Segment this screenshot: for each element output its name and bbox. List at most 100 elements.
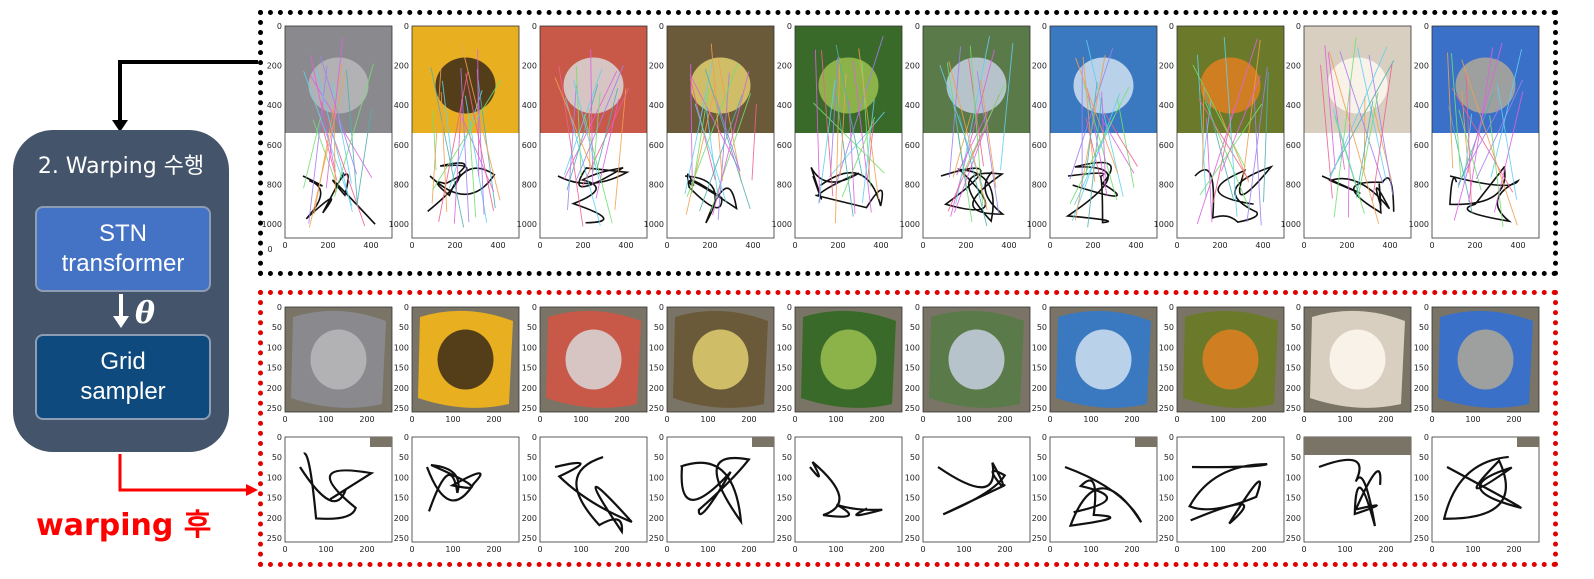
correspondence-line <box>430 67 465 228</box>
y-tick-label: 0 <box>404 303 409 312</box>
x-tick-label: 0 <box>1174 241 1179 250</box>
correspondence-line <box>852 61 872 213</box>
x-tick-label: 100 <box>828 415 843 424</box>
sketch-area <box>412 133 519 238</box>
x-tick-label: 0 <box>409 241 414 250</box>
y-tick-label: 100 <box>1032 473 1047 482</box>
y-tick-label: 0 <box>532 22 537 31</box>
plot-border <box>794 25 903 239</box>
correspondence-line <box>1496 84 1518 200</box>
warped-sketch-stroke <box>1188 462 1268 525</box>
plot-border <box>666 25 775 239</box>
y-tick-label: 600 <box>1414 141 1429 150</box>
y-tick-label: 100 <box>522 343 537 352</box>
warped-sketch-panel <box>794 436 903 543</box>
correspondence-line <box>814 49 821 203</box>
y-tick-label: 100 <box>522 473 537 482</box>
x-tick-label: 200 <box>320 241 335 250</box>
y-tick-label: 50 <box>527 453 537 462</box>
correspondence-line <box>813 102 885 174</box>
warped-sketch-stroke <box>809 461 883 518</box>
warped-sketch-panel <box>539 436 648 543</box>
sketch-stroke <box>557 166 630 224</box>
correspondence-line <box>1329 60 1395 177</box>
y-tick-label: 200 <box>267 384 282 393</box>
x-tick-label: 100 <box>318 545 333 554</box>
correspondence-line <box>310 54 336 172</box>
grid-sampler-label: Grid sampler <box>80 348 166 405</box>
correspondence-line <box>1198 98 1249 180</box>
stn-transformer-label: STN transformer <box>61 220 185 277</box>
y-tick-label: 200 <box>522 514 537 523</box>
x-tick-label: 200 <box>1251 415 1266 424</box>
sketch-stroke <box>1065 161 1118 224</box>
y-tick-label: 200 <box>1286 62 1301 71</box>
y-tick-label: 250 <box>1159 534 1174 543</box>
correspondence-line <box>980 79 997 188</box>
correspondence-line <box>575 65 624 182</box>
x-tick-label: 200 <box>830 241 845 250</box>
plot-border <box>1176 25 1285 239</box>
correspondence-line <box>1253 98 1262 226</box>
warped-subject <box>1329 329 1386 390</box>
warped-sketch-stroke <box>1064 465 1143 528</box>
correspondence-line <box>558 65 584 227</box>
warped-results-frame <box>258 290 1558 567</box>
warped-sketch-stroke <box>554 455 633 535</box>
correspondence-line <box>1197 54 1207 198</box>
y-tick-label: 100 <box>777 343 792 352</box>
y-tick-label: 200 <box>649 514 664 523</box>
x-tick-label: 200 <box>997 415 1012 424</box>
y-tick-label: 250 <box>1414 534 1429 543</box>
plot-border <box>539 25 648 239</box>
y-tick-label: 150 <box>777 494 792 503</box>
y-tick-label: 400 <box>905 101 920 110</box>
warped-subject <box>1075 329 1132 390</box>
y-tick-label: 250 <box>905 404 920 413</box>
correspondence-line <box>976 71 1000 214</box>
correspondence-line <box>1476 79 1523 180</box>
y-tick-label: 0 <box>787 433 792 442</box>
y-tick-label: 250 <box>1032 534 1047 543</box>
sketch-stroke <box>684 173 738 224</box>
plot-border <box>284 306 393 413</box>
correspondence-line <box>554 77 592 167</box>
y-tick-label: 100 <box>905 473 920 482</box>
y-tick-label: 250 <box>777 534 792 543</box>
warped-subject <box>437 329 494 390</box>
correspondence-line <box>320 101 366 227</box>
y-tick-label: 600 <box>649 141 664 150</box>
x-tick-label: 0 <box>537 545 542 554</box>
correspondence-line <box>1447 52 1454 169</box>
correspondence-line <box>614 88 627 210</box>
y-tick-label: 250 <box>394 404 409 413</box>
warped-sketch-stroke <box>937 462 1007 516</box>
y-tick-label: 200 <box>1032 384 1047 393</box>
y-tick-label: 100 <box>777 473 792 482</box>
plot-border <box>1303 25 1412 239</box>
warping-panel: 2. Warping 수행 STN transformer θ Grid sam… <box>13 130 229 452</box>
y-tick-label: 100 <box>267 343 282 352</box>
x-tick-label: 0 <box>1301 415 1306 424</box>
correspondence-line <box>1463 113 1473 184</box>
y-tick-label: 50 <box>654 323 664 332</box>
x-tick-label: 100 <box>573 545 588 554</box>
correspondence-line <box>1104 112 1138 167</box>
correspondence-line <box>1489 115 1504 227</box>
correspondence-line <box>1202 86 1205 170</box>
background-patch <box>1135 437 1157 447</box>
y-tick-label: 800 <box>1286 180 1301 189</box>
correspondence-line <box>712 71 750 216</box>
correspondence-line <box>1263 72 1269 203</box>
correspondence-line <box>309 73 346 228</box>
y-tick-label: 200 <box>1414 384 1429 393</box>
background-patch <box>1517 437 1539 447</box>
warped-subject <box>565 329 622 390</box>
plot-border <box>1431 25 1540 239</box>
correspondence-line <box>1206 117 1213 223</box>
y-tick-label: 100 <box>1159 343 1174 352</box>
x-tick-label: 200 <box>447 241 462 250</box>
y-tick-label: 0 <box>915 22 920 31</box>
y-tick-label: 250 <box>522 404 537 413</box>
x-tick-label: 200 <box>702 241 717 250</box>
